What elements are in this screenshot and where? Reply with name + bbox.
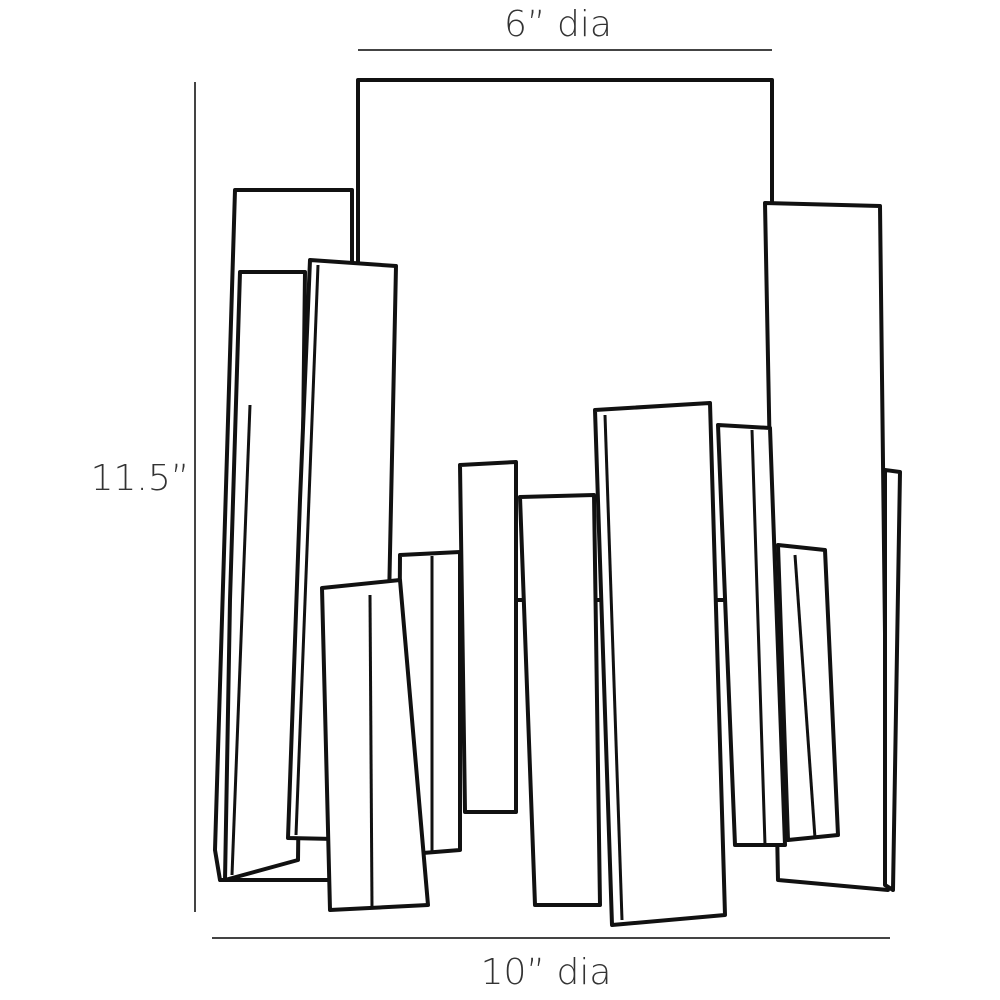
front-left-slab: [320, 578, 430, 912]
left-slab-edge: [230, 404, 252, 876]
right-edge-slab: [883, 468, 902, 892]
right-small-slab: [776, 543, 840, 842]
top-dimension-label: 6” dia: [504, 4, 612, 45]
height-dimension-label: 11.5”: [91, 458, 190, 499]
center-front-slab: [518, 493, 602, 907]
left-tall-slab-edge: [294, 264, 320, 836]
bottom-dimension-label: 10” dia: [481, 952, 612, 993]
center-large-slab-edge: [603, 414, 624, 921]
left-slab: [223, 270, 307, 882]
right-small-slab-edge: [793, 554, 817, 839]
right-slab: [716, 423, 787, 847]
dimension-lines: [194, 49, 890, 939]
right-slab-edge: [750, 429, 767, 846]
center-slab: [458, 460, 518, 814]
front-left-slab-edge: [368, 594, 374, 909]
center-large-slab: [593, 401, 727, 927]
product-outline: [213, 78, 902, 927]
